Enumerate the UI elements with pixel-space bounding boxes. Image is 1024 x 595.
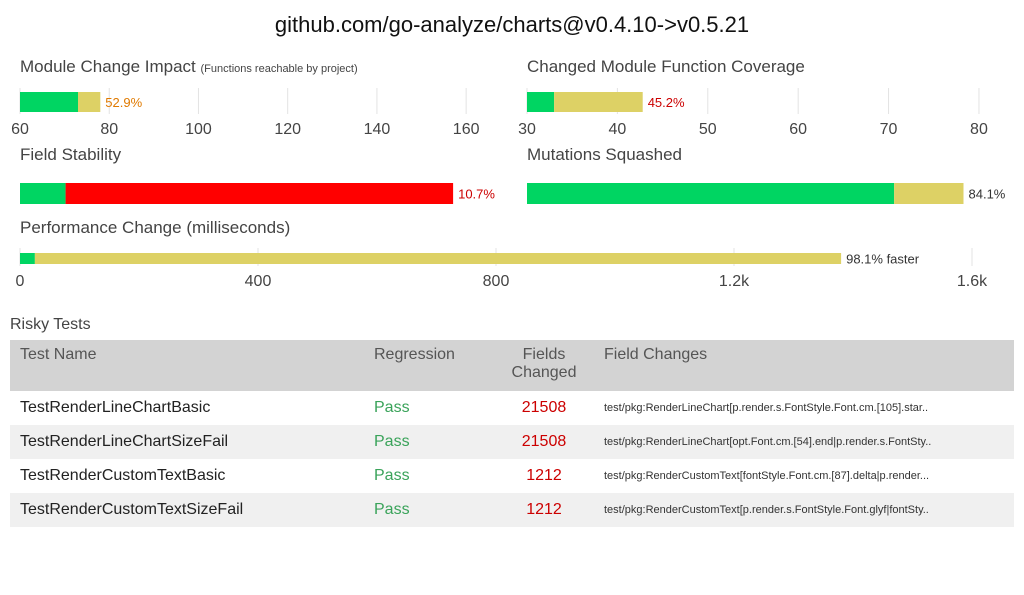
performance-bar-segment-good — [20, 253, 35, 264]
coverage-bar-segment-good — [527, 92, 555, 112]
field-changes-cell: test/pkg:RenderLineChart[p.render.s.Font… — [604, 402, 929, 414]
regression-cell: Pass — [374, 399, 410, 416]
page-title: github.com/go-analyze/charts@v0.4.10->v0… — [274, 12, 750, 37]
header-regression: Regression — [364, 340, 494, 391]
regression-cell: Pass — [374, 467, 410, 484]
mutations-chart: 84.1% — [527, 183, 1006, 204]
performance-bar-segment-neutral — [34, 253, 842, 264]
impact-chart: 60 80 100 120 140 160 52.9% — [11, 88, 480, 138]
test-name-cell: TestRenderLineChartSizeFail — [10, 425, 364, 459]
performance-tick-label: 1.6k — [957, 273, 988, 290]
impact-tick-label: 120 — [274, 121, 301, 138]
impact-subtitle: (Functions reachable by project) — [200, 63, 358, 75]
coverage-bar-segment-neutral — [554, 92, 643, 112]
performance-chart: 0 400 800 1.2k 1.6k 98.1% faster — [16, 248, 988, 290]
stability-chart-title: Field Stability — [20, 145, 122, 164]
field-changes-cell: test/pkg:RenderCustomText[fontStyle.Font… — [604, 470, 930, 482]
fields-changed-cell: 21508 — [494, 425, 594, 459]
performance-tick-label: 400 — [245, 273, 272, 290]
test-name-cell: TestRenderCustomTextBasic — [20, 467, 226, 484]
impact-tick-label: 80 — [100, 121, 118, 138]
impact-tick-label: 140 — [364, 121, 391, 138]
performance-chart-title: Performance Change (milliseconds) — [20, 218, 291, 237]
header-test-name: Test Name — [10, 340, 364, 391]
table-row: TestRenderLineChartBasic Pass 21508 test… — [10, 391, 1014, 425]
risky-tests-title: Risky Tests — [10, 316, 91, 333]
impact-data-label: 52.9% — [105, 95, 142, 110]
mutations-bar-segment-good — [527, 183, 895, 204]
mutations-bar-segment-neutral — [894, 183, 964, 204]
performance-tick-label: 0 — [16, 273, 25, 290]
coverage-data-label: 45.2% — [648, 95, 685, 110]
stability-data-label: 10.7% — [458, 187, 495, 202]
impact-tick-label: 100 — [185, 121, 212, 138]
fields-changed-cell: 21508 — [521, 399, 567, 416]
impact-tick-label: 60 — [11, 121, 29, 138]
regression-cell: Pass — [364, 493, 494, 527]
mutations-data-label: 84.1% — [969, 187, 1006, 202]
table-header-row: Test Name Regression Fields Changed Fiel… — [10, 340, 1014, 391]
risky-tests-table: Test Name Regression Fields Changed Fiel… — [10, 340, 1014, 527]
performance-data-label: 98.1% faster — [846, 252, 920, 267]
header-fields-changed: Fields Changed — [494, 340, 594, 391]
impact-tick-label: 160 — [453, 121, 480, 138]
field-changes-cell: test/pkg:RenderLineChart[opt.Font.cm.[54… — [594, 425, 1014, 459]
table-row: TestRenderLineChartSizeFail Pass 21508 t… — [10, 425, 1014, 459]
coverage-chart-title: Changed Module Function Coverage — [527, 57, 805, 76]
regression-cell: Pass — [364, 425, 494, 459]
table-row: TestRenderCustomTextBasic Pass 1212 test… — [10, 459, 1014, 493]
coverage-tick-label: 80 — [970, 121, 988, 138]
impact-bar-segment-good — [20, 92, 78, 112]
coverage-tick-label: 70 — [880, 121, 898, 138]
mutations-chart-title: Mutations Squashed — [527, 145, 682, 164]
coverage-chart: 30 40 50 60 70 80 45.2% — [518, 88, 988, 138]
stability-bar-segment-good — [20, 183, 66, 204]
impact-chart-title: Module Change Impact (Functions reachabl… — [20, 57, 358, 77]
fields-changed-cell: 1212 — [526, 467, 562, 484]
header-fields-line2: Changed — [511, 364, 577, 381]
performance-tick-label: 800 — [483, 273, 510, 290]
impact-title-text: Module Change Impact — [20, 57, 196, 76]
stability-bar-segment-bad — [65, 183, 454, 204]
performance-tick-label: 1.2k — [719, 273, 750, 290]
header-field-changes: Field Changes — [594, 340, 1014, 391]
stability-chart: 10.7% — [20, 183, 495, 204]
header-fields-line1: Fields — [522, 346, 566, 363]
fields-changed-cell: 1212 — [494, 493, 594, 527]
field-changes-cell: test/pkg:RenderCustomText[p.render.s.Fon… — [594, 493, 1014, 527]
impact-bar-segment-neutral — [78, 92, 101, 112]
coverage-tick-label: 40 — [608, 121, 626, 138]
coverage-tick-label: 60 — [789, 121, 807, 138]
table-row: TestRenderCustomTextSizeFail Pass 1212 t… — [10, 493, 1014, 527]
test-name-cell: TestRenderLineChartBasic — [20, 399, 211, 416]
coverage-tick-label: 50 — [699, 121, 717, 138]
charts-canvas: 60 80 100 120 140 160 52.9% 30 40 50 60 70 80 45.2% 10… — [11, 88, 1006, 290]
coverage-tick-label: 30 — [518, 121, 536, 138]
test-name-cell: TestRenderCustomTextSizeFail — [10, 493, 364, 527]
